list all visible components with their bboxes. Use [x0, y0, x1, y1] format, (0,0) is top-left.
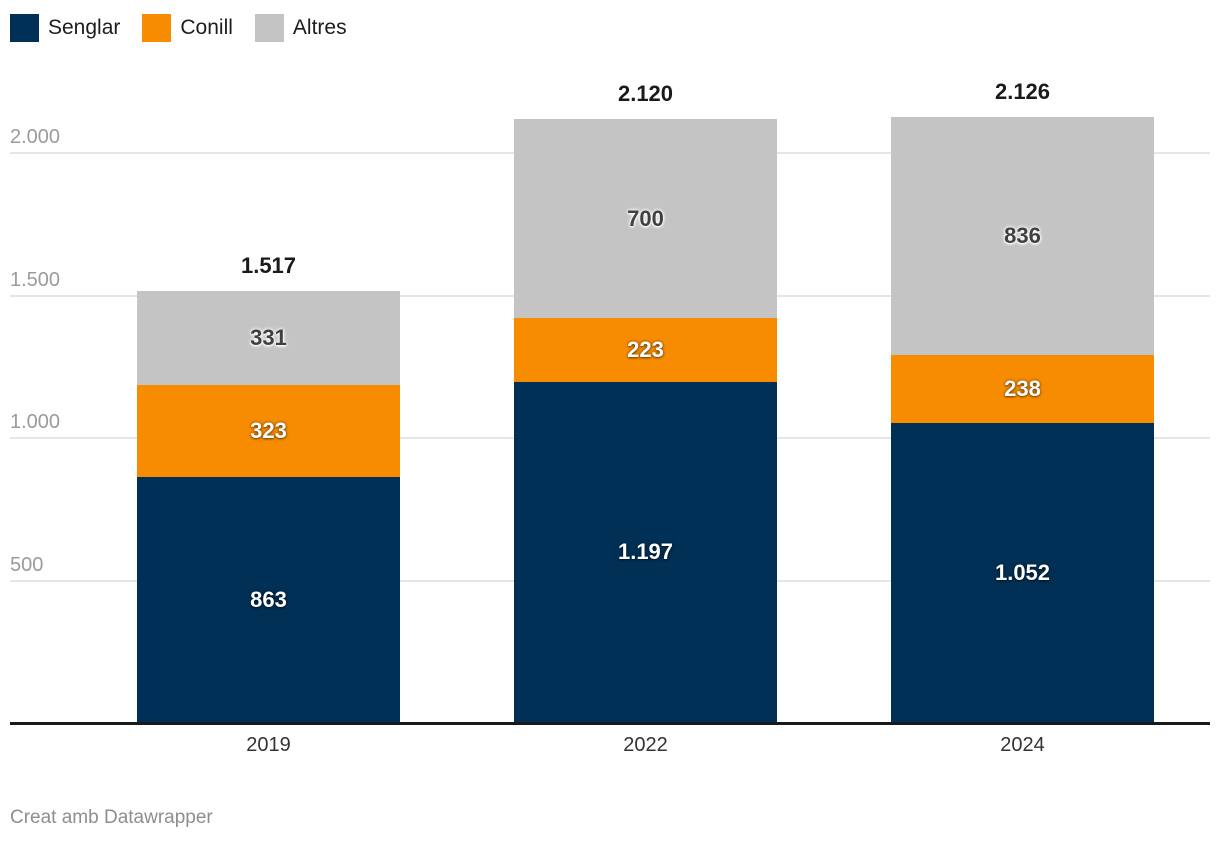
- legend-swatch-senglar: [10, 14, 39, 42]
- legend-item-altres: Altres: [254, 14, 347, 42]
- y-tick-label-2000: 2.000: [10, 126, 61, 148]
- segment-value-label-conill-2024: 238: [1004, 376, 1041, 402]
- bar-segment-conill-2024[interactable]: [891, 355, 1154, 424]
- segment-value-label-senglar-2022: 1.197: [617, 539, 674, 565]
- bar-total-2022: 2.120: [617, 80, 674, 106]
- datawrapper-attribution-link[interactable]: Creat amb Datawrapper: [10, 807, 213, 828]
- bar-segment-altres-2019[interactable]: [137, 290, 400, 385]
- bar-segment-altres-2024[interactable]: [891, 117, 1154, 356]
- segment-value-label-senglar-2024: 1.052: [994, 560, 1051, 586]
- legend-label: Altres: [292, 16, 347, 39]
- x-axis-label-2024: 2024: [1000, 734, 1045, 756]
- bar-total-2024: 2.126: [994, 79, 1051, 105]
- legend-swatch-conill: [142, 14, 172, 42]
- legend-label: Conill: [180, 16, 233, 39]
- bar-segment-senglar-2022[interactable]: [514, 381, 777, 723]
- y-tick-label-500: 500: [10, 553, 44, 576]
- segment-value-label-senglar-2019: 863: [250, 587, 287, 613]
- legend-item-conill: Conill: [142, 14, 233, 42]
- segment-value-label-conill-2019: 323: [250, 418, 287, 444]
- legend: Senglar Conill Altres: [10, 14, 369, 42]
- segment-value-label-conill-2022: 223: [627, 337, 664, 363]
- y-tick-label-1500: 1.500: [10, 268, 61, 291]
- x-axis-label-2019: 2019: [246, 734, 291, 756]
- segment-value-label-altres-2024: 836: [1004, 223, 1041, 249]
- segment-value-label-altres-2022: 700: [627, 205, 664, 231]
- bar-segment-altres-2022[interactable]: [514, 118, 777, 319]
- bar-segment-senglar-2024[interactable]: [891, 423, 1154, 723]
- legend-swatch-altres: [254, 14, 284, 42]
- y-tick-label-1000: 1.000: [10, 411, 61, 433]
- legend-label: Senglar: [48, 16, 121, 39]
- segment-value-label-altres-2019: 331: [250, 324, 287, 350]
- legend-item-senglar: Senglar: [10, 14, 120, 42]
- bar-segment-senglar-2019[interactable]: [137, 477, 400, 723]
- x-axis-label-2022: 2022: [623, 734, 668, 756]
- x-axis-baseline: [10, 722, 1210, 725]
- bar-segment-conill-2019[interactable]: [137, 384, 400, 478]
- bar-segment-conill-2022[interactable]: [514, 318, 777, 382]
- bar-total-2019: 1.517: [240, 252, 297, 278]
